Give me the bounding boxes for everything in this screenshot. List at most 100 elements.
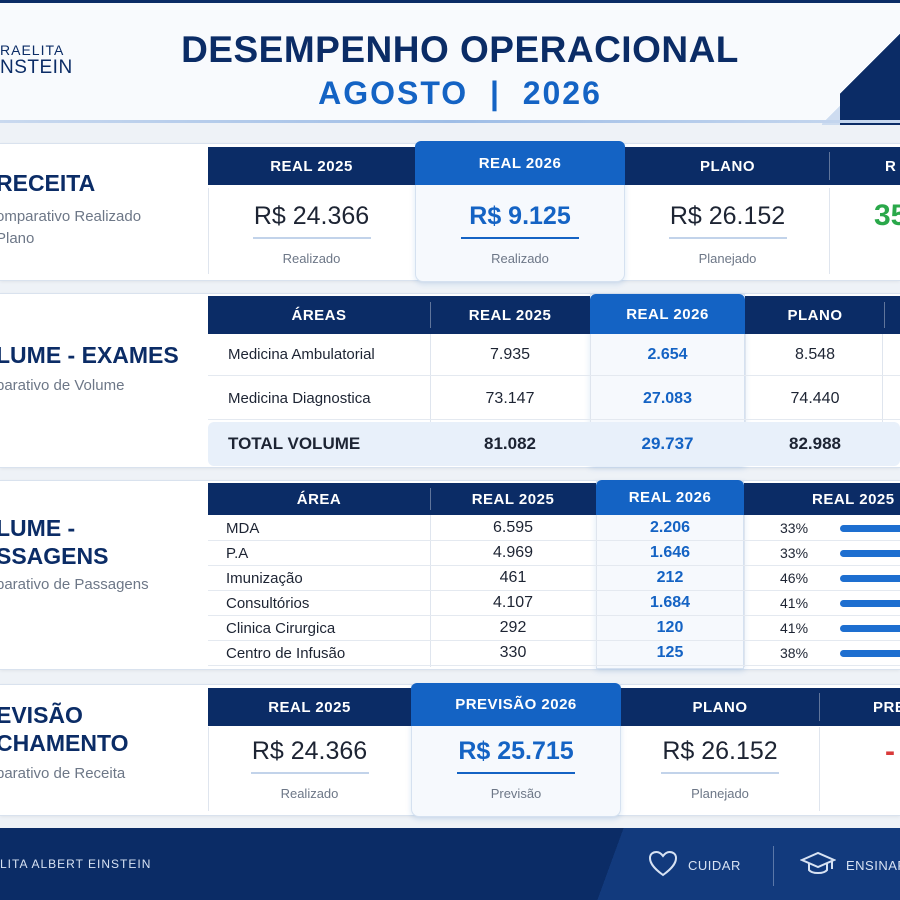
column-separator: [430, 334, 431, 464]
real2026-cell: 27.083: [643, 389, 692, 407]
column-separator: [744, 515, 745, 667]
percent-cell: 33%: [780, 545, 809, 561]
real2025-cell: 4.107: [492, 594, 534, 611]
kpi-underline: [457, 772, 575, 774]
total-row: TOTAL VOLUME 81.082 29.737 82.988: [208, 422, 900, 466]
real2025-cell: 7.935: [489, 345, 531, 363]
kpi-value: R$ 25.715: [458, 737, 574, 765]
table-row: Consultórios 4.107 1.684 41%: [208, 591, 900, 616]
section-label: EVISÃO CHAMENTO parativo de Receita: [0, 685, 200, 815]
table-row: Centro de Infusão 330 125 38%: [208, 641, 900, 666]
real2026-cell: 1.646: [649, 544, 691, 561]
column-header: PLANO: [621, 688, 819, 726]
logo-line1: RAELITA: [0, 42, 65, 58]
real2026-cell: 212: [656, 569, 684, 586]
heart-icon: [648, 850, 678, 881]
section-label: LUME - SSAGENS parativo de Passagens: [0, 481, 200, 669]
column-separator: [208, 188, 209, 274]
section-subtitle: parativo de Passagens: [0, 576, 149, 593]
column-header: REAL 2025: [208, 147, 415, 185]
page-subtitle: AGOSTO | 2026: [318, 75, 602, 111]
section-previsao: EVISÃO CHAMENTO parativo de Receita REAL…: [0, 683, 900, 817]
kpi-caption: Realizado: [280, 786, 339, 801]
footer-decoration: [590, 828, 900, 900]
kpi-underline: [252, 237, 371, 239]
total-plano: 82.988: [789, 434, 841, 453]
section-title: RECEITA: [0, 170, 96, 196]
total-real2026: 29.737: [641, 434, 694, 453]
area-cell: MDA: [226, 519, 260, 537]
kpi-real-2025: R$ 24.366 Realizado: [208, 202, 415, 266]
real2025-cell: 73.147: [485, 389, 535, 407]
real2025-cell: 6.595: [492, 519, 534, 536]
logo: RAELITA NSTEIN: [0, 42, 73, 79]
real2025-cell: 4.969: [492, 544, 534, 561]
kpi-value: R$ 26.152: [669, 202, 786, 230]
kpi-caption: Planejado: [698, 251, 757, 266]
kpi-underline: [661, 772, 779, 774]
section-volume-exames: LUME - EXAMES parativo de Volume ÁREAS R…: [0, 293, 900, 468]
real2026-cell: 120: [656, 619, 684, 636]
kpi-real-2025: R$ 24.366 Realizado: [208, 737, 411, 801]
kpi-value-green: 35: [874, 199, 900, 232]
kpi-real-2026: R$ 9.125 Realizado: [415, 202, 625, 266]
column-separator: [829, 188, 830, 274]
column-header: PRE: [819, 688, 900, 726]
total-row-background: [208, 422, 900, 466]
header-separator: [829, 152, 830, 180]
column-separator: [745, 334, 746, 464]
kpi-value-red: -: [885, 735, 895, 768]
header-separator: [884, 302, 885, 328]
kpi-truncated: 35: [830, 199, 900, 233]
real2026-cell: 1.684: [649, 594, 691, 611]
progress-bar: [840, 650, 900, 657]
kpi-value: R$ 24.366: [251, 737, 368, 765]
area-cell: Medicina Diagnostica: [228, 390, 371, 407]
logo-line2: NSTEIN: [0, 57, 73, 79]
column-header: ÁREA: [208, 483, 430, 515]
footer-item-label: ENSINAR: [846, 858, 900, 873]
kpi-plano: R$ 26.152 Planejado: [625, 202, 830, 266]
kpi-underline: [461, 237, 579, 239]
area-cell: Medicina Ambulatorial: [228, 346, 375, 363]
column-header: ÁREAS: [208, 296, 430, 334]
kpi-plano: R$ 26.152 Planejado: [621, 737, 819, 801]
column-separator: [596, 515, 597, 667]
progress-bar: [840, 625, 900, 632]
section-subtitle: parativo de Volume: [0, 377, 125, 394]
plano-cell: 8.548: [794, 345, 836, 363]
column-header-highlight: REAL 2026: [590, 294, 745, 334]
column-separator: [590, 334, 591, 464]
table-row: Imunização 461 212 46%: [208, 566, 900, 591]
section-title: LUME - EXAMES: [0, 342, 179, 368]
footer-item-label: CUIDAR: [688, 858, 741, 873]
column-header: REAL 2025: [744, 483, 900, 515]
kpi-previsao-2026: R$ 25.715 Previsão: [411, 737, 621, 801]
column-header: REAL 2025: [208, 688, 411, 726]
column-separator: [819, 727, 820, 811]
column-header: REAL 2025: [430, 483, 596, 515]
area-cell: Imunização: [226, 569, 303, 587]
section-receita: RECEITA omparativo Realizado Plano REAL …: [0, 141, 900, 282]
footer-item-ensinar: ENSINAR: [799, 850, 900, 881]
table-row: Clinica Cirurgica 292 120 41%: [208, 616, 900, 641]
area-cell: Clinica Cirurgica: [226, 619, 336, 637]
progress-bar: [840, 550, 900, 557]
section-volume-passagens: LUME - SSAGENS parativo de Passagens ÁRE…: [0, 480, 900, 670]
kpi-underline: [250, 772, 369, 774]
progress-bar: [840, 525, 900, 532]
section-title: EVISÃO CHAMENTO: [0, 702, 129, 756]
header-separator: [430, 488, 431, 510]
page-title: DESEMPENHO OPERACIONAL: [181, 29, 739, 70]
area-cell: P.A: [226, 544, 249, 562]
percent-cell: 33%: [780, 520, 809, 536]
total-label: TOTAL VOLUME: [228, 434, 361, 453]
column-header-highlight: REAL 2026: [596, 480, 744, 515]
percent-cell: 41%: [780, 620, 809, 636]
table-row: P.A 4.969 1.646 33%: [208, 541, 900, 566]
kpi-caption: Previsão: [490, 786, 542, 801]
column-separator: [208, 727, 209, 811]
kpi-caption: Realizado: [491, 251, 549, 266]
kpi-caption: Realizado: [282, 251, 341, 266]
